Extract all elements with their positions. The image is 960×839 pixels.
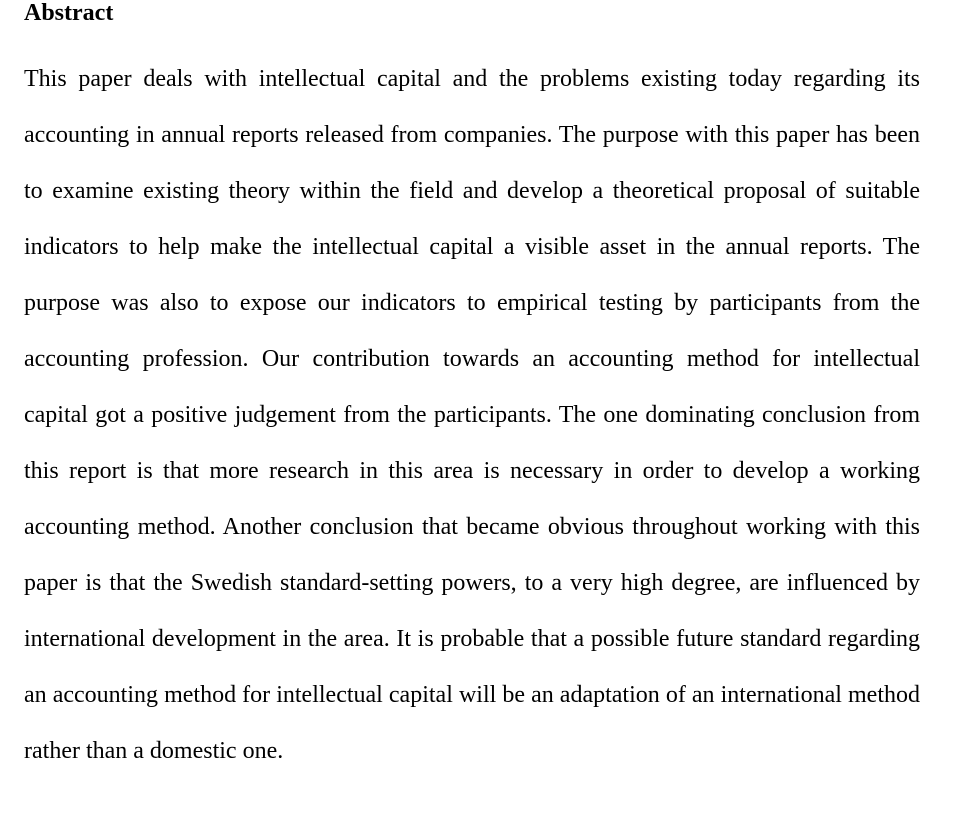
document-page: Abstract This paper deals with intellect…: [0, 0, 960, 779]
abstract-paragraph: This paper deals with intellectual capit…: [24, 51, 920, 779]
abstract-heading: Abstract: [24, 0, 920, 27]
